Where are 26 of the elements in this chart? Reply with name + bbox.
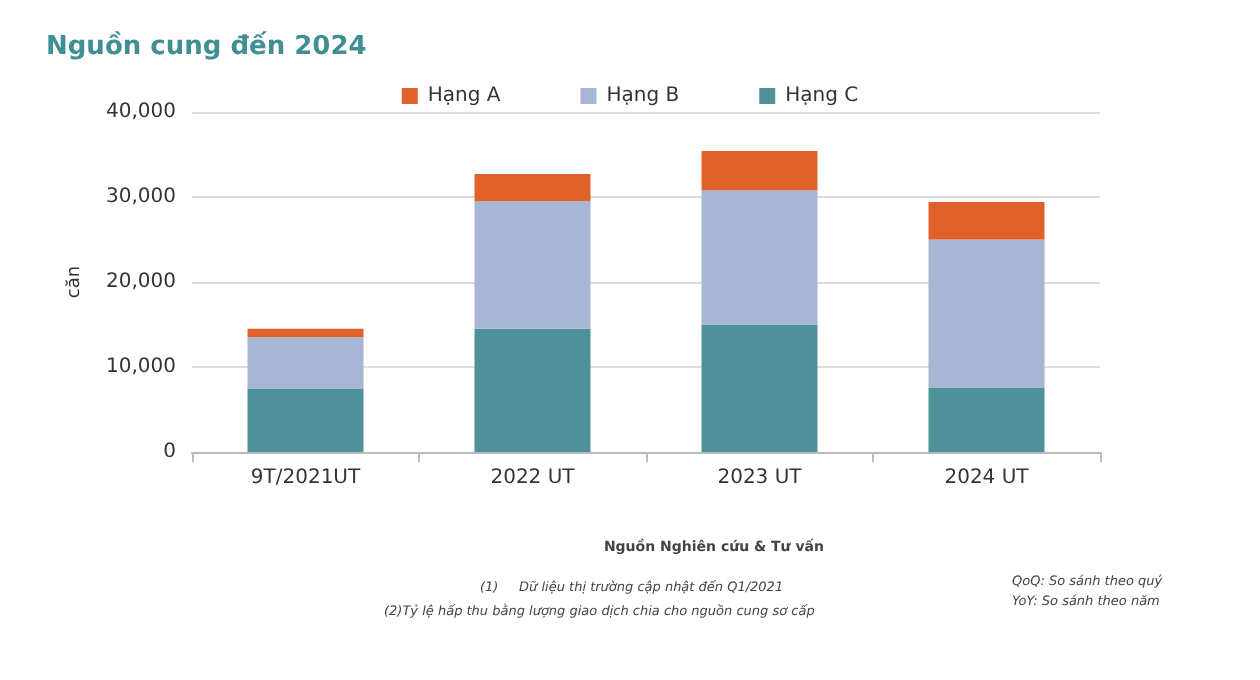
x-tick-label: 2022 UT: [490, 467, 577, 489]
y-tick-label: 30,000: [106, 186, 176, 208]
bar: [928, 202, 1045, 240]
y-tick-label: 0: [163, 441, 176, 463]
bar: [247, 389, 364, 452]
x-tick-label: 2024 UT: [944, 467, 1031, 489]
x-tick-label: 2023 UT: [717, 467, 804, 489]
bar: [928, 239, 1045, 388]
chart-title: Nguồn cung đến 2024: [46, 30, 367, 62]
bar: [247, 337, 364, 390]
y-axis-title: căn: [65, 265, 86, 299]
y-tick-label: 20,000: [106, 271, 176, 293]
bar: [701, 151, 818, 191]
x-tick-label: 9T/2021UT: [250, 467, 362, 489]
y-tick-label: 40,000: [106, 101, 176, 123]
bar: [474, 201, 591, 329]
legend-label: Hạng B: [606, 85, 680, 107]
bar: [474, 328, 591, 452]
bar: [474, 174, 591, 202]
bar: [701, 324, 818, 452]
legend-label: Hạng A: [427, 85, 501, 107]
bar: [247, 328, 364, 338]
bar: [928, 387, 1045, 452]
y-tick-label: 10,000: [106, 356, 176, 378]
bar: [701, 190, 818, 325]
legend-label: Hạng C: [785, 85, 859, 107]
